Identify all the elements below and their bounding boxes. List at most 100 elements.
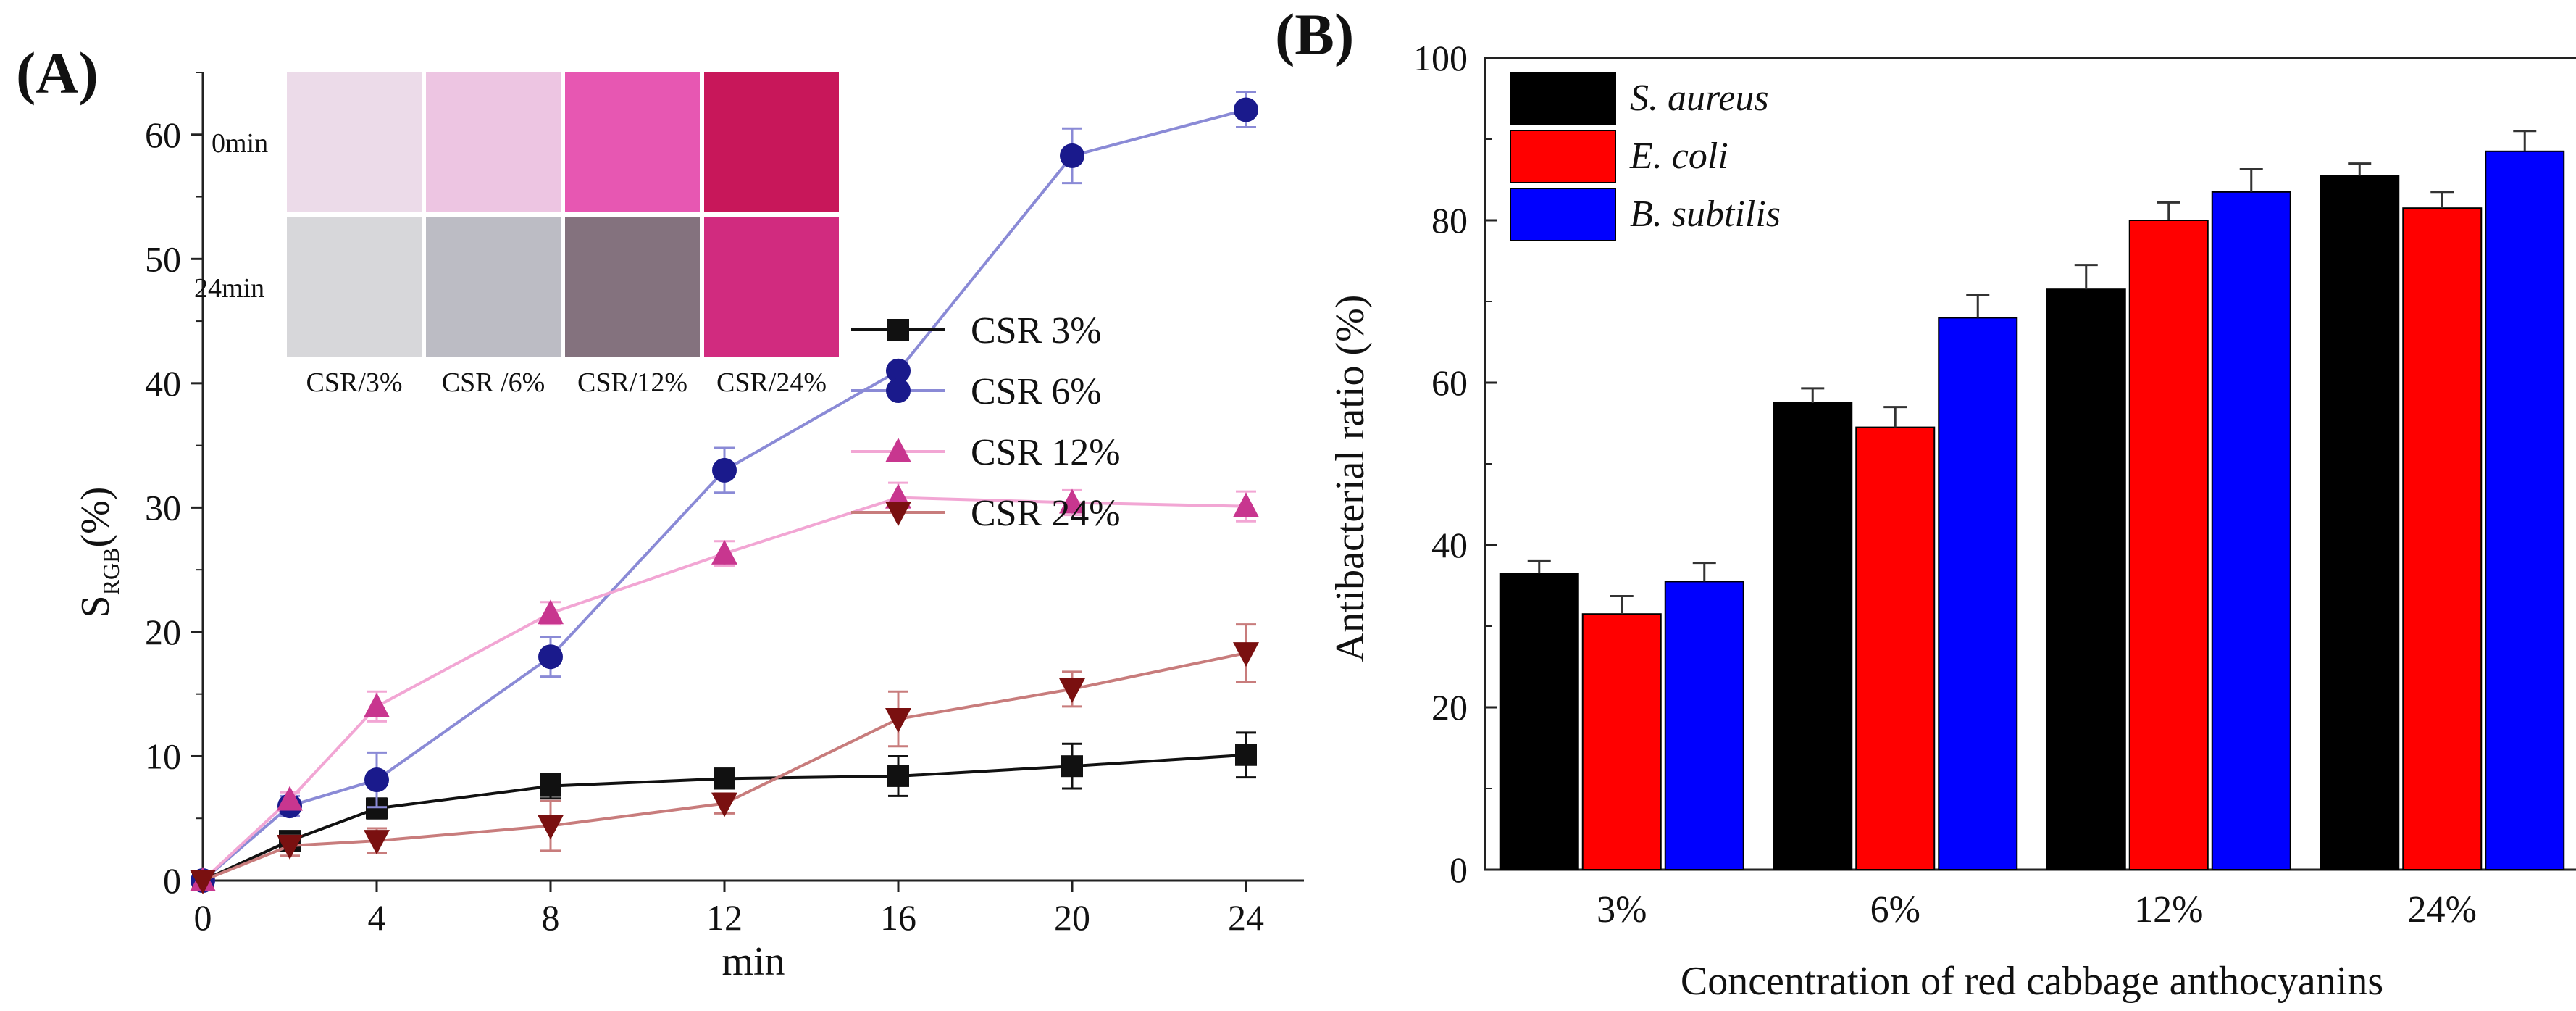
y-tick-label: 30 [145, 487, 181, 528]
x-tick-label: 24% [2408, 889, 2477, 931]
y-tick-label: 50 [145, 238, 181, 279]
legend-item-s-aureus: S. aureus [1510, 72, 1769, 125]
legend-marker-csr-12 [885, 438, 911, 462]
panel-a-label: (A) [16, 40, 99, 106]
legend-marker-csr-6 [886, 378, 911, 403]
bar-b-subtilis-6 [1938, 317, 2018, 870]
bar-b-subtilis-24 [2485, 150, 2565, 871]
legend-label-csr-3: CSR 3% [971, 310, 1102, 351]
data-point [364, 830, 390, 855]
legend-item-b-subtilis: B. subtilis [1510, 188, 1781, 241]
panel-a-xlabel: min [722, 939, 785, 984]
data-point [1060, 143, 1084, 168]
legend-label-s-aureus: S. aureus [1630, 78, 1769, 119]
panel-a-legend: CSR 3% CSR 6% CSR 12% CSR 24% [851, 310, 1121, 534]
data-point [712, 457, 737, 483]
panel-a-inset: 0min 24min CSR/3% CSR /6% CSR/12% CSR/24… [194, 72, 839, 398]
x-tick-label: 3% [1597, 889, 1647, 931]
series-csr-24 [190, 623, 1259, 894]
legend-label-csr-6: CSR 6% [971, 371, 1102, 412]
bar-b-subtilis-3 [1664, 581, 1744, 871]
inset-swatch-24min-csr3 [287, 217, 422, 357]
data-point [1234, 97, 1258, 122]
x-tick-label: 0 [194, 897, 212, 938]
y-tick-label: 60 [1431, 362, 1468, 403]
x-tick-label: 12% [2134, 889, 2203, 931]
data-point [538, 815, 564, 840]
panel-a-axes [201, 72, 1304, 882]
data-point [538, 599, 564, 625]
panel-b: (B) Antibacterial ratio (%) 0 20 40 60 80 100… [1275, 1, 2576, 1004]
data-point [885, 708, 911, 733]
legend-item-csr-24: CSR 24% [851, 493, 1121, 534]
y-tick-label: 40 [145, 363, 181, 404]
inset-swatch-0min-csr3 [287, 72, 422, 212]
x-tick-label: 4 [368, 897, 386, 938]
legend-label-csr-12: CSR 12% [971, 432, 1121, 473]
x-tick-label: 20 [1054, 897, 1090, 938]
x-tick-label: 16 [880, 897, 916, 938]
bar-s-aureus-3 [1499, 573, 1579, 870]
y-tick-label: 10 [145, 736, 181, 776]
bar-b-subtilis-12 [2211, 191, 2291, 870]
legend-marker-csr-24 [885, 502, 911, 526]
legend-swatch-e-coli [1510, 130, 1616, 183]
series-line-csr-24 [202, 652, 1247, 882]
legend-item-csr-12: CSR 12% [851, 432, 1121, 473]
data-point [190, 870, 216, 894]
inset-swatch-24min-csr12 [565, 217, 700, 357]
data-point [538, 644, 563, 670]
inset-row-label-24min: 24min [194, 273, 264, 304]
data-point [364, 767, 389, 793]
data-point [364, 692, 390, 717]
legend-label-e-coli: E. coli [1629, 136, 1728, 177]
y-tick-label: 20 [145, 612, 181, 652]
data-point [1061, 755, 1083, 778]
legend-swatch-s-aureus [1510, 72, 1616, 125]
y-tick-label: 60 [145, 115, 181, 155]
data-point [714, 767, 735, 790]
y-tick-label: 0 [163, 860, 181, 901]
panel-a-ylabel: SRGB(%) [73, 487, 124, 618]
data-point [1233, 642, 1259, 667]
x-tick-label: 12 [706, 897, 743, 938]
series-csr-12 [190, 481, 1259, 891]
data-point [1235, 744, 1257, 766]
data-point [1233, 492, 1259, 517]
inset-col-label-csr24: CSR/24% [716, 367, 827, 398]
legend-marker-csr-3 [887, 319, 909, 341]
inset-swatch-0min-csr6 [426, 72, 561, 212]
data-point [711, 792, 737, 817]
data-point [277, 834, 303, 860]
panel-b-ylabel: Antibacterial ratio (%) [1328, 295, 1373, 662]
legend-swatch-b-subtilis [1510, 188, 1616, 241]
bar-e-coli-24 [2402, 207, 2483, 870]
data-point [711, 539, 737, 565]
y-tick-label: 40 [1431, 525, 1468, 565]
y-tick-label: 20 [1431, 687, 1468, 728]
series-line-csr-3 [202, 753, 1247, 882]
legend-item-csr-3: CSR 3% [851, 310, 1102, 351]
bar-e-coli-3 [1581, 613, 1662, 870]
legend-item-csr-6: CSR 6% [851, 371, 1102, 412]
x-tick-label: 8 [542, 897, 560, 938]
y-tick-label: 0 [1450, 849, 1468, 890]
inset-col-label-csr12: CSR/12% [577, 367, 687, 398]
panel-a: (A) SRGB(%) 0 4 8 12 16 20 24 0 10 20 30 40 50 60 0mi… [16, 40, 1304, 984]
data-point [1059, 678, 1085, 703]
series-line-csr-6 [201, 108, 1247, 882]
inset-swatch-0min-csr12 [565, 72, 700, 212]
inset-swatch-0min-csr24 [704, 72, 839, 212]
bar-s-aureus-24 [2320, 175, 2400, 870]
data-point [1059, 488, 1085, 514]
legend-label-b-subtilis: B. subtilis [1630, 194, 1781, 235]
y-tick-label: 80 [1431, 200, 1468, 241]
inset-row-label-0min: 0min [212, 128, 268, 159]
series-line-csr-12 [201, 496, 1247, 882]
inset-col-label-csr3: CSR/3% [306, 367, 402, 398]
legend-item-e-coli: E. coli [1510, 130, 1728, 183]
bar-s-aureus-12 [2046, 288, 2126, 870]
data-point [540, 775, 561, 797]
bar-e-coli-6 [1855, 426, 1936, 870]
